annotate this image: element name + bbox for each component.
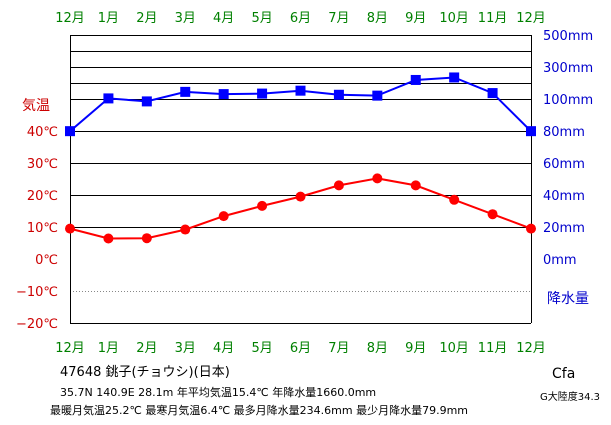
month-label-bottom: 3月 (175, 341, 196, 356)
left-tick-label: 40℃ (27, 125, 58, 140)
temperature-point (333, 180, 344, 191)
station-name: 47648 銚子(チョウシ)(日本) (60, 365, 230, 380)
month-label-top: 10月 (439, 11, 469, 26)
right-tick-label: 500mm (543, 29, 593, 44)
month-label-top: 12月 (516, 11, 546, 26)
temperature-point (257, 200, 268, 211)
temperature-point (295, 191, 306, 202)
month-label-top: 12月 (55, 11, 85, 26)
temperature-point (141, 233, 152, 244)
month-label-bottom: 11月 (478, 341, 508, 356)
temperature-point (449, 194, 460, 205)
temperature-point (103, 233, 114, 244)
precipitation-point (218, 89, 229, 100)
right-tick-label: 100mm (543, 93, 593, 108)
month-label-bottom: 12月 (55, 341, 85, 356)
left-tick-label: 20℃ (27, 189, 58, 204)
right-tick-label: 20mm (543, 221, 585, 236)
right-tick-label: 80mm (543, 125, 585, 140)
temperature-point (410, 180, 421, 191)
month-label-top: 3月 (175, 11, 196, 26)
month-label-top: 2月 (136, 11, 157, 26)
right-tick-label: 0mm (543, 253, 577, 268)
month-label-bottom: 9月 (405, 341, 426, 356)
month-label-top: 8月 (367, 11, 388, 26)
right-tick-label: 40mm (543, 189, 585, 204)
month-label-top: 4月 (213, 11, 234, 26)
left-tick-label: 0℃ (35, 253, 58, 268)
month-label-bottom: 7月 (328, 341, 349, 356)
right-axis-title: 降水量 (547, 291, 589, 307)
temperature-point (65, 223, 75, 234)
precipitation-point (487, 88, 498, 99)
left-axis-title: 気温 (22, 98, 50, 114)
month-label-top: 11月 (478, 11, 508, 26)
temperature-point (372, 173, 383, 184)
precipitation-point (295, 85, 306, 96)
precipitation-point (103, 93, 114, 104)
temperature-point (180, 224, 191, 235)
continentality: G大陸度34.3 (540, 392, 601, 403)
precipitation-point (257, 88, 268, 99)
right-tick-label: 60mm (543, 157, 585, 172)
right-tick-label: 300mm (543, 61, 593, 76)
month-label-bottom: 10月 (439, 341, 469, 356)
month-label-bottom: 8月 (367, 341, 388, 356)
left-tick-label: 30℃ (27, 157, 58, 172)
month-label-bottom: 4月 (213, 341, 234, 356)
precipitation-point (526, 126, 536, 137)
temperature-point (526, 223, 536, 234)
month-label-top: 9月 (405, 11, 426, 26)
month-label-bottom: 1月 (98, 341, 119, 356)
station-stats-line2: 最暖月気温25.2℃ 最寒月気温6.4℃ 最多月降水量234.6mm 最少月降水… (50, 404, 469, 417)
precipitation-point (449, 72, 460, 83)
left-tick-label: −20℃ (16, 317, 58, 332)
precipitation-point (372, 90, 383, 101)
climate-class: Cfa (552, 366, 576, 382)
month-label-bottom: 5月 (251, 341, 272, 356)
left-tick-label: −10℃ (16, 285, 58, 300)
precipitation-point (180, 86, 191, 97)
month-label-bottom: 12月 (516, 341, 546, 356)
month-label-top: 7月 (328, 11, 349, 26)
precipitation-point (410, 74, 421, 85)
left-tick-label: 10℃ (27, 221, 58, 236)
precipitation-point (333, 89, 344, 100)
month-label-top: 1月 (98, 11, 119, 26)
month-label-bottom: 6月 (290, 341, 311, 356)
precipitation-point (65, 126, 75, 137)
month-label-top: 5月 (251, 11, 272, 26)
month-label-top: 6月 (290, 11, 311, 26)
month-label-bottom: 2月 (136, 341, 157, 356)
temperature-point (218, 211, 229, 222)
station-stats-line1: 35.7N 140.9E 28.1m 年平均気温15.4℃ 年降水量1660.0… (60, 386, 377, 399)
temperature-point (487, 209, 498, 220)
precipitation-point (141, 96, 152, 107)
